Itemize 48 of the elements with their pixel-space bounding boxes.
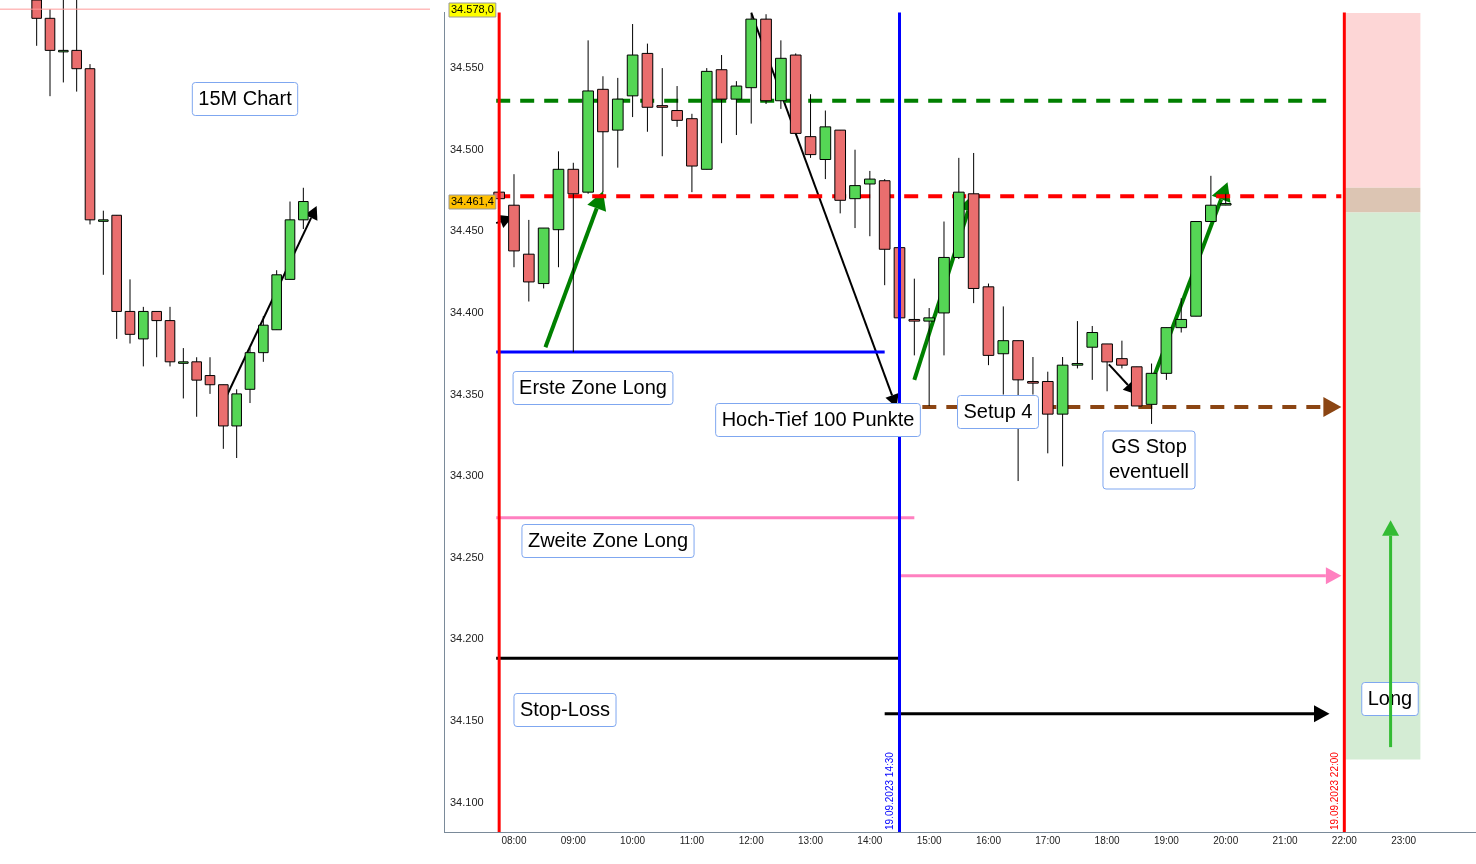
y-tick-label: 34.250 <box>450 550 484 563</box>
annotation: Stop-Loss <box>519 697 611 720</box>
candlestick <box>98 210 109 276</box>
x-tick-label: 13:00 <box>798 834 824 846</box>
x-tick-label: 21:00 <box>1272 834 1298 846</box>
annotation: Erste Zone Long <box>519 375 667 398</box>
y-tick-label: 34.200 <box>450 632 484 645</box>
y-tick-label: 34.450 <box>450 224 484 237</box>
x-tick-label: 20:00 <box>1213 834 1239 846</box>
y-tick-label: 34.550 <box>450 61 484 74</box>
x-tick-label: 23:00 <box>1391 834 1417 846</box>
annotation: Setup 4 <box>963 399 1033 422</box>
candlestick <box>923 307 935 407</box>
y-tick-label: 34.100 <box>450 795 484 808</box>
ref-line-label: 19.09.2023 14:30 <box>884 751 896 830</box>
annotation: 34.461,4 <box>451 195 494 208</box>
y-tick-label: 34.400 <box>450 305 484 318</box>
annotation: Zweite Zone Long <box>527 528 689 551</box>
x-tick-label: 14:00 <box>857 834 883 846</box>
y-tick-label: 34.300 <box>450 469 484 482</box>
x-tick-label: 11:00 <box>679 834 705 846</box>
x-tick-label: 09:00 <box>560 834 587 846</box>
y-tick-label: 34.500 <box>450 142 484 155</box>
candlestick <box>1027 356 1039 396</box>
x-tick-label: 12:00 <box>738 834 765 846</box>
annotation: Hoch-Tief 100 Punkte <box>721 407 915 430</box>
x-tick-label: 19:00 <box>1153 834 1180 846</box>
ref-line-label: 19.09.2023 22:00 <box>1329 751 1341 830</box>
bar <box>1345 13 1421 188</box>
x-tick-label: 16:00 <box>975 834 1002 846</box>
bar <box>1345 187 1421 213</box>
x-tick-label: 15:00 <box>916 834 943 846</box>
y-tick-label: 34.350 <box>450 387 484 400</box>
candlestick <box>191 356 202 418</box>
x-tick-label: 10:00 <box>620 834 646 846</box>
candlestick <box>1116 340 1128 369</box>
x-tick-label: 17:00 <box>1035 834 1061 846</box>
candlestick <box>31 0 42 47</box>
candlestick <box>671 85 683 128</box>
x-tick-label: 18:00 <box>1094 834 1121 846</box>
annotation: GS Stop eventuell <box>1108 435 1190 483</box>
x-tick-label: 22:00 <box>1331 834 1358 846</box>
text: 15M Chart <box>198 86 293 109</box>
bar <box>1345 212 1421 760</box>
y-tick-label: 34.150 <box>450 714 484 727</box>
x-tick-label: 08:00 <box>501 834 527 846</box>
candlestick <box>178 347 189 399</box>
annotation: 34.578,0 <box>451 3 494 16</box>
